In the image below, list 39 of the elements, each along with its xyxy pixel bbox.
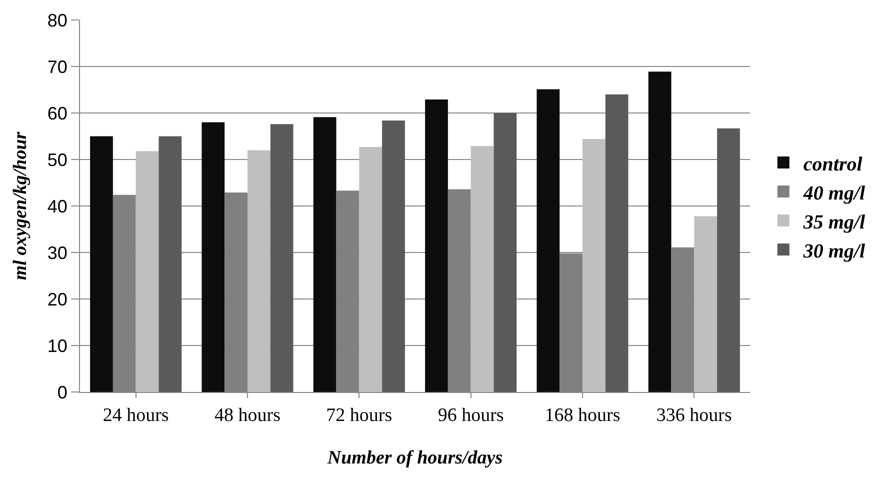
bar <box>470 146 494 392</box>
bar <box>90 136 113 392</box>
bar <box>717 128 740 392</box>
bar <box>313 117 336 392</box>
x-tick-label: 72 hours <box>326 404 392 426</box>
bar <box>582 139 606 392</box>
bar <box>648 72 672 392</box>
bar <box>158 136 182 392</box>
x-tick-label: 336 hours <box>656 404 732 426</box>
legend-label: 40 mg/l <box>802 182 866 204</box>
y-tick-label: 50 <box>47 150 68 170</box>
y-tick-label: 40 <box>47 196 68 216</box>
legend-label: control <box>803 153 863 176</box>
bar <box>202 122 225 392</box>
bar <box>359 146 382 392</box>
bar <box>248 150 270 392</box>
y-tick-label: 70 <box>47 56 68 77</box>
bar <box>425 100 448 392</box>
x-tick-label: 96 hours <box>438 404 504 426</box>
bar <box>494 113 517 392</box>
x-axis-title: Number of hours/days <box>326 448 503 469</box>
bar <box>536 89 560 392</box>
bar <box>694 216 718 392</box>
y-tick-label: 60 <box>47 103 68 124</box>
bar <box>270 124 294 392</box>
bar <box>382 120 405 392</box>
y-tick-label: 80 <box>47 10 68 30</box>
bar <box>136 151 159 392</box>
x-tick-label: 48 hours <box>214 404 280 426</box>
y-tick-label: 0 <box>57 382 68 402</box>
bar <box>605 94 628 392</box>
legend-label: 30 mg/l <box>802 240 866 262</box>
y-tick-label: 20 <box>47 289 68 310</box>
legend-label: 35 mg/l <box>802 211 866 234</box>
x-tick-label: 168 hours <box>544 404 620 426</box>
y-tick-label: 30 <box>47 242 68 263</box>
x-tick-label: 24 hours <box>102 404 169 426</box>
y-tick-label: 10 <box>47 336 68 356</box>
y-axis-title: ml oxygen/kg/hour <box>10 131 32 280</box>
